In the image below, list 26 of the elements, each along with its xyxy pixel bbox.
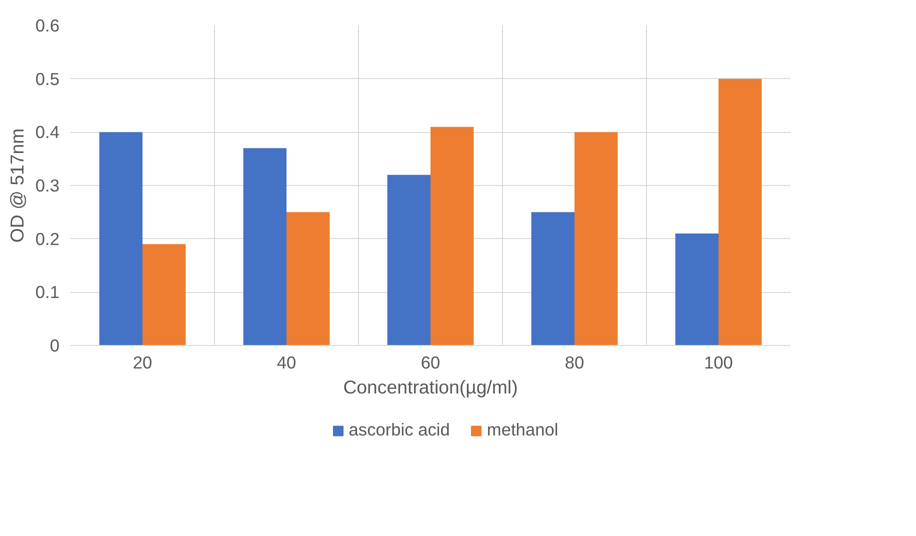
bar — [286, 212, 330, 346]
bar — [718, 78, 762, 346]
bar — [243, 148, 286, 346]
x-tick-label: 40 — [276, 352, 296, 372]
x-tick-label: 60 — [420, 352, 440, 372]
y-axis-title: OD @ 517nm — [6, 128, 28, 243]
y-tick-label: 0.6 — [35, 16, 60, 36]
y-tick-label: 0.5 — [35, 68, 60, 89]
bar — [675, 234, 718, 346]
x-tick-label: 20 — [132, 352, 152, 372]
x-tick-label: 100 — [704, 352, 733, 372]
bar — [99, 132, 142, 346]
y-tick-label: 0 — [50, 336, 60, 356]
x-axis-title: Concentration(µg/ml) — [343, 376, 518, 398]
y-tick-label: 0.2 — [35, 228, 60, 249]
y-tick-label: 0.3 — [35, 176, 60, 196]
y-tick-label: 0.4 — [35, 122, 60, 142]
x-tick-label: 80 — [564, 352, 584, 372]
bar — [142, 244, 186, 346]
bar — [531, 212, 574, 346]
legend-label: methanol — [486, 420, 558, 440]
bar — [574, 132, 618, 346]
legend-label: ascorbic acid — [348, 420, 450, 440]
y-tick-label: 0.1 — [35, 282, 60, 302]
bar — [430, 126, 474, 346]
bar — [387, 174, 430, 346]
